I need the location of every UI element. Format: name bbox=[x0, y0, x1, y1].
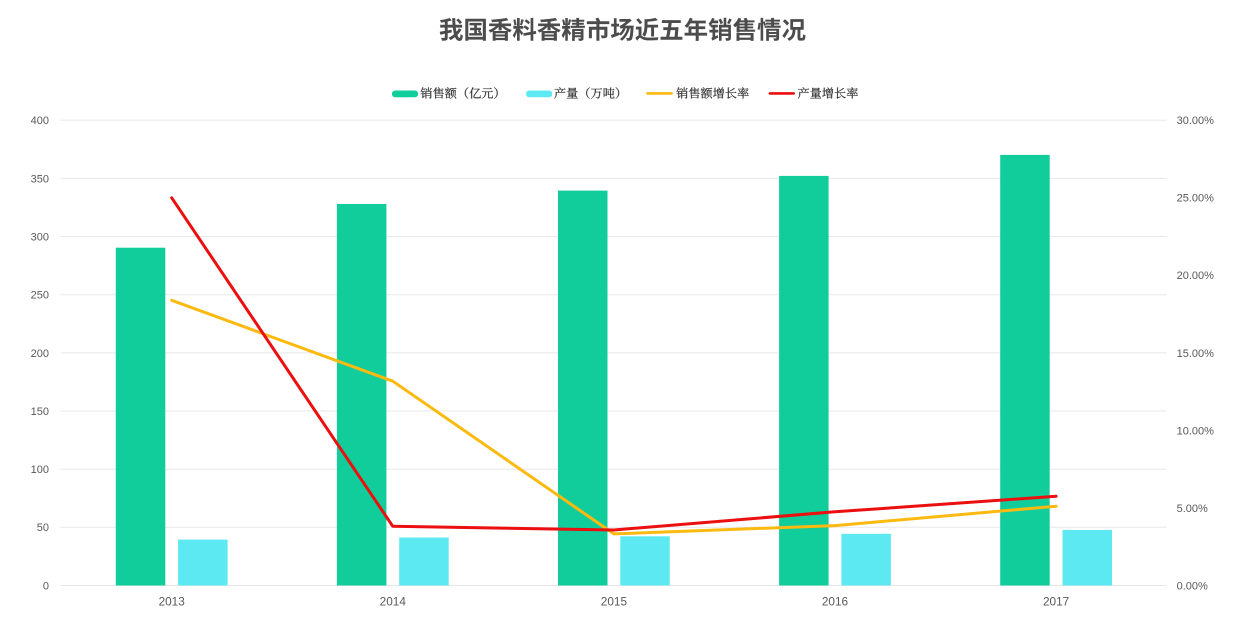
svg-text:2013: 2013 bbox=[159, 594, 186, 608]
svg-text:300: 300 bbox=[31, 231, 49, 243]
svg-text:2017: 2017 bbox=[1043, 594, 1069, 608]
svg-text:100: 100 bbox=[31, 464, 49, 476]
svg-text:50: 50 bbox=[37, 522, 49, 534]
svg-text:150: 150 bbox=[31, 406, 49, 418]
svg-text:2016: 2016 bbox=[822, 594, 849, 608]
svg-text:10.00%: 10.00% bbox=[1177, 425, 1215, 437]
svg-text:5.00%: 5.00% bbox=[1177, 503, 1208, 515]
svg-text:25.00%: 25.00% bbox=[1177, 193, 1215, 205]
svg-text:2015: 2015 bbox=[601, 594, 628, 608]
svg-text:20.00%: 20.00% bbox=[1177, 270, 1215, 282]
svg-text:350: 350 bbox=[31, 173, 49, 185]
svg-text:30.00%: 30.00% bbox=[1177, 115, 1215, 127]
svg-text:0.00%: 0.00% bbox=[1177, 580, 1208, 592]
svg-text:0: 0 bbox=[43, 580, 49, 592]
svg-text:15.00%: 15.00% bbox=[1177, 348, 1215, 360]
svg-text:2014: 2014 bbox=[380, 594, 407, 608]
svg-text:250: 250 bbox=[31, 290, 49, 302]
svg-text:400: 400 bbox=[31, 115, 49, 127]
svg-text:200: 200 bbox=[31, 348, 49, 360]
